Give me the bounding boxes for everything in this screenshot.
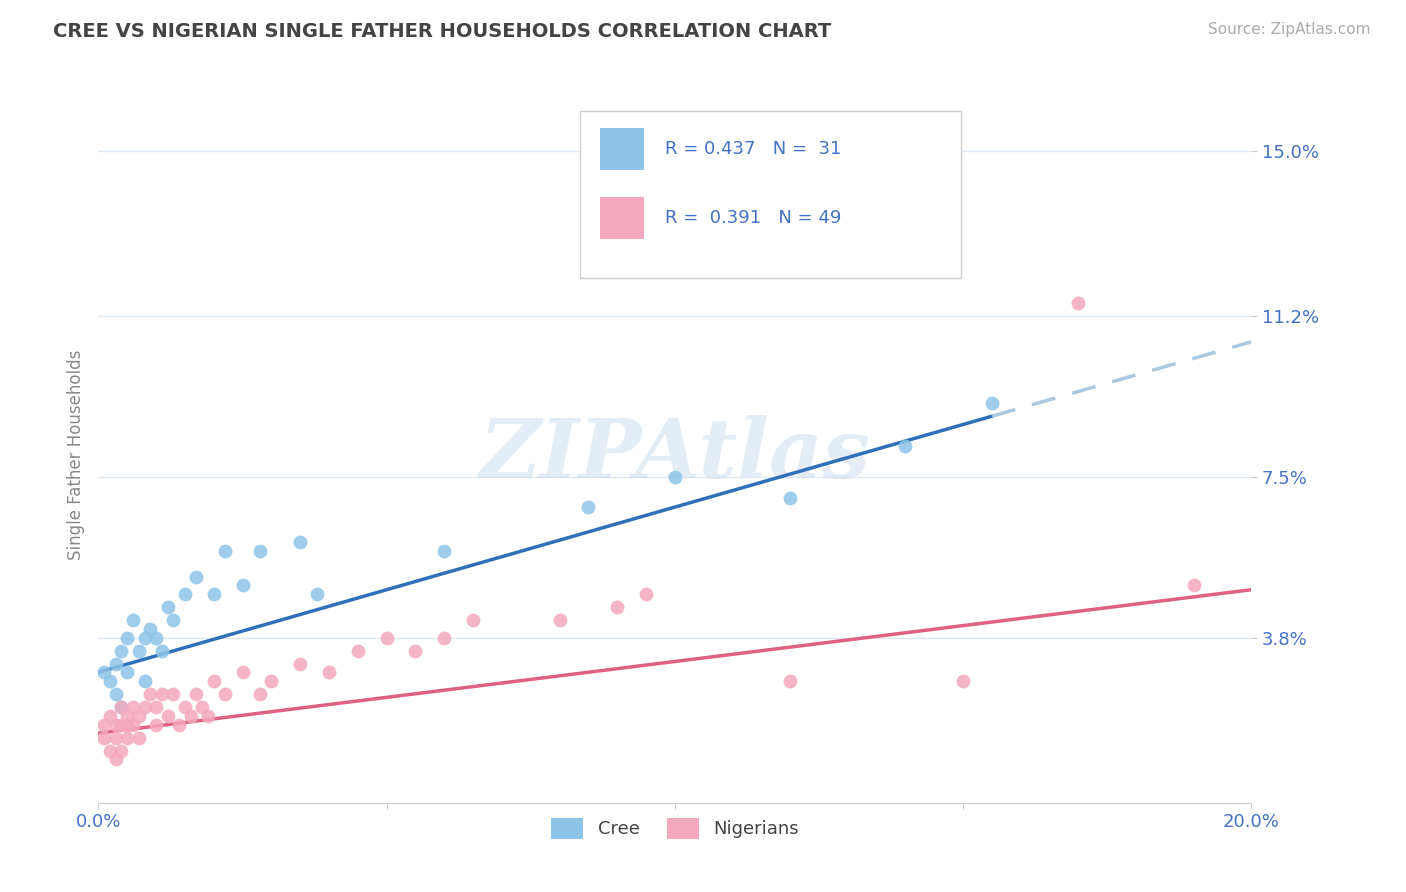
Point: [180, 708, 202, 723]
Point: [128, 731, 150, 745]
Point: [779, 674, 801, 689]
Point: [636, 587, 658, 601]
Point: [214, 543, 236, 558]
Point: [104, 657, 127, 671]
Point: [122, 700, 145, 714]
Point: [197, 708, 219, 723]
Point: [139, 687, 162, 701]
Bar: [600, 197, 644, 239]
Point: [104, 752, 127, 766]
Point: [134, 631, 156, 645]
Point: [93, 665, 115, 680]
Point: [104, 731, 127, 745]
Point: [249, 543, 271, 558]
Point: [433, 543, 456, 558]
Point: [318, 665, 340, 680]
Point: [606, 600, 628, 615]
Point: [202, 587, 225, 601]
Point: [117, 731, 139, 745]
Point: [664, 469, 686, 483]
Point: [110, 700, 132, 714]
Legend: Cree, Nigerians: Cree, Nigerians: [544, 811, 806, 846]
Point: [981, 395, 1004, 409]
Point: [117, 708, 139, 723]
Point: [346, 643, 368, 657]
Point: [150, 643, 173, 657]
Point: [186, 687, 208, 701]
Point: [894, 439, 917, 453]
Point: [93, 717, 115, 731]
Point: [145, 717, 167, 731]
Point: [162, 687, 184, 701]
Point: [174, 700, 197, 714]
Point: [578, 500, 600, 514]
Text: R = 0.437   N =  31: R = 0.437 N = 31: [665, 140, 841, 158]
Point: [104, 717, 127, 731]
Point: [117, 665, 139, 680]
Point: [110, 717, 132, 731]
Text: R =  0.391   N = 49: R = 0.391 N = 49: [665, 210, 841, 227]
FancyBboxPatch shape: [581, 111, 960, 277]
Point: [128, 643, 150, 657]
Point: [93, 731, 115, 745]
Point: [110, 700, 132, 714]
Point: [110, 744, 132, 758]
Point: [167, 717, 190, 731]
Point: [98, 674, 121, 689]
Point: [231, 665, 254, 680]
Point: [548, 613, 571, 627]
Bar: [600, 128, 644, 169]
Point: [375, 631, 398, 645]
Point: [122, 613, 145, 627]
Point: [260, 674, 283, 689]
Point: [214, 687, 236, 701]
Point: [952, 674, 974, 689]
Point: [128, 708, 150, 723]
Point: [290, 657, 312, 671]
Point: [139, 622, 162, 636]
Text: CREE VS NIGERIAN SINGLE FATHER HOUSEHOLDS CORRELATION CHART: CREE VS NIGERIAN SINGLE FATHER HOUSEHOLD…: [53, 22, 832, 41]
Point: [779, 491, 801, 506]
Point: [191, 700, 214, 714]
Point: [461, 613, 484, 627]
Text: ZIPAtlas: ZIPAtlas: [479, 415, 870, 495]
Point: [98, 708, 121, 723]
Point: [156, 600, 179, 615]
Point: [231, 578, 254, 592]
Point: [104, 687, 127, 701]
Point: [405, 643, 427, 657]
Text: Source: ZipAtlas.com: Source: ZipAtlas.com: [1208, 22, 1371, 37]
Point: [98, 744, 121, 758]
Point: [156, 708, 179, 723]
Point: [202, 674, 225, 689]
Point: [307, 587, 329, 601]
Point: [117, 631, 139, 645]
Point: [150, 687, 173, 701]
Point: [117, 717, 139, 731]
Point: [162, 613, 184, 627]
Point: [122, 717, 145, 731]
Y-axis label: Single Father Households: Single Father Households: [66, 350, 84, 560]
Point: [433, 631, 456, 645]
Point: [174, 587, 197, 601]
Point: [145, 631, 167, 645]
Point: [110, 643, 132, 657]
Point: [145, 700, 167, 714]
Point: [186, 570, 208, 584]
Point: [249, 687, 271, 701]
Point: [1182, 578, 1205, 592]
Point: [290, 534, 312, 549]
Point: [1067, 295, 1090, 310]
Point: [134, 674, 156, 689]
Point: [134, 700, 156, 714]
